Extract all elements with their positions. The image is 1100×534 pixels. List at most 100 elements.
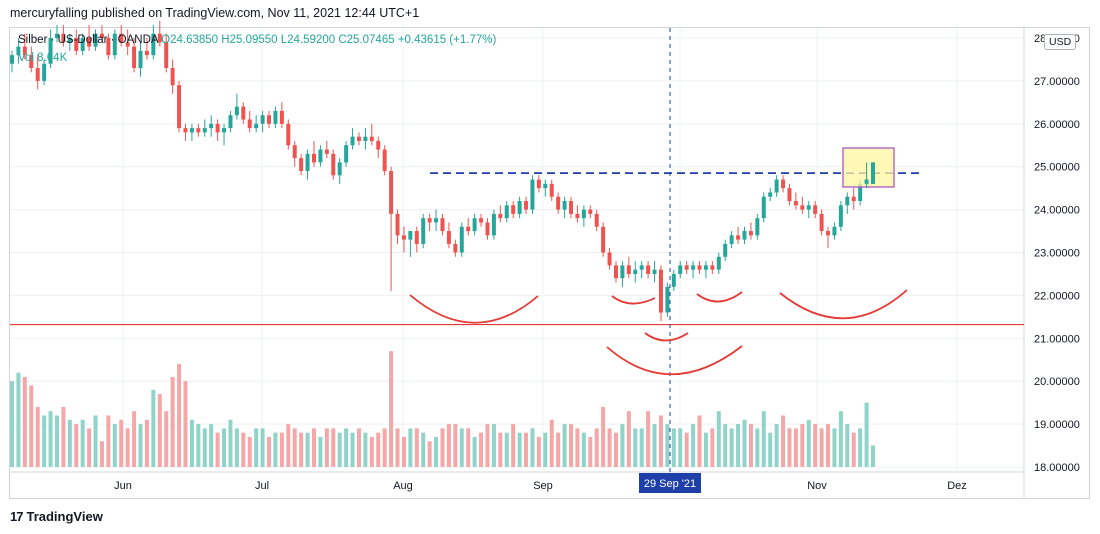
volume-bar	[729, 428, 734, 467]
candle-body	[395, 213, 400, 236]
volume-bar	[588, 436, 593, 467]
volume-bar	[543, 432, 548, 467]
volume-bar	[286, 424, 291, 467]
volume-bar	[652, 424, 657, 467]
open-value: O24.63850	[161, 34, 219, 46]
volume-bar	[48, 411, 53, 467]
volume-bar	[446, 424, 451, 467]
candle-body	[536, 179, 541, 189]
volume-bar	[434, 436, 439, 467]
head-arc	[606, 345, 743, 376]
volume-bar	[498, 432, 503, 467]
volume-bar	[556, 432, 561, 467]
candle-body	[196, 128, 201, 133]
candle-body	[356, 136, 361, 141]
volume-bar	[633, 428, 638, 467]
candle-body	[363, 136, 368, 141]
volume-bar	[356, 428, 361, 467]
candle-body	[157, 33, 162, 43]
volume-bar	[299, 432, 304, 467]
candle-body	[832, 226, 837, 236]
volume-bar	[16, 372, 21, 467]
volume-bar	[106, 415, 111, 467]
volume-bar	[324, 428, 329, 467]
volume-bar	[157, 394, 162, 467]
volume-bar	[530, 428, 535, 467]
candle-body	[151, 33, 156, 56]
volume-bar	[511, 424, 516, 467]
candle-body	[479, 218, 484, 223]
y-tick-label: 21.00000	[1034, 333, 1080, 345]
volume-bar	[453, 424, 458, 467]
x-tick-label: Jun	[114, 480, 132, 492]
candle-body	[215, 123, 220, 133]
volume-bar	[851, 432, 856, 467]
candle-body	[241, 106, 246, 120]
volume-bar	[189, 419, 194, 467]
candle-body	[273, 110, 278, 124]
volume-bar	[768, 432, 773, 467]
candle-body	[267, 115, 272, 124]
chart-frame[interactable]	[9, 27, 1090, 499]
volume-bar	[183, 381, 188, 467]
volume-bar	[639, 428, 644, 467]
candle-body	[658, 269, 663, 313]
volume-bar	[787, 428, 792, 467]
head-small-arc-left	[611, 295, 656, 305]
volume-bar	[10, 381, 14, 467]
volume-bar	[67, 419, 72, 467]
candle-body	[234, 106, 239, 116]
candle-body	[61, 33, 66, 43]
volume-bar	[369, 436, 374, 467]
head-small-arc-right	[696, 291, 743, 303]
crosshair-label-box	[639, 473, 701, 493]
volume-bar	[819, 428, 824, 467]
volume-bar	[427, 441, 432, 467]
volume-bar	[421, 432, 426, 467]
candle-body	[800, 205, 805, 210]
volume-bar	[273, 432, 278, 467]
candle-body	[511, 205, 516, 214]
volume-bar	[774, 424, 779, 467]
candle-body	[177, 85, 182, 129]
volume-bar	[838, 411, 843, 467]
currency-badge[interactable]: USD	[1044, 34, 1077, 50]
volume-bar	[736, 424, 741, 467]
candle-body	[633, 269, 638, 274]
candle-body	[530, 179, 535, 210]
volume-bar	[524, 432, 529, 467]
candle-body	[305, 153, 310, 171]
volume-value: Vol 8.64K	[18, 52, 68, 64]
candle-body	[684, 265, 689, 270]
volume-bar	[112, 424, 117, 467]
candle-body	[440, 218, 445, 232]
high-value: H25.09550	[221, 34, 278, 46]
candle-body	[581, 209, 586, 219]
candle-body	[29, 55, 34, 69]
volume-bar	[305, 432, 310, 467]
candle-body	[292, 145, 297, 159]
candle-body	[421, 218, 426, 244]
volume-bar	[54, 415, 59, 467]
candle-body	[222, 128, 227, 133]
candle-body	[312, 153, 316, 163]
volume-bar	[228, 419, 233, 467]
volume-bar	[678, 428, 683, 467]
volume-bar	[581, 432, 586, 467]
left-shoulder-arc	[409, 294, 539, 324]
candle-body	[279, 110, 284, 124]
volume-bar	[80, 419, 85, 467]
x-tick-label: Sep	[533, 480, 553, 492]
volume-bar	[549, 419, 554, 467]
candle-body	[710, 265, 715, 270]
volume-bar	[408, 428, 413, 467]
candle-body	[318, 149, 323, 163]
y-tick-label: 24.00000	[1034, 205, 1080, 217]
low-value: L24.59200	[280, 34, 336, 46]
candle-body	[671, 273, 676, 287]
candle-body	[16, 46, 21, 56]
volume-bar	[858, 428, 863, 467]
candle-body	[189, 128, 194, 133]
volume-bar	[119, 419, 124, 467]
